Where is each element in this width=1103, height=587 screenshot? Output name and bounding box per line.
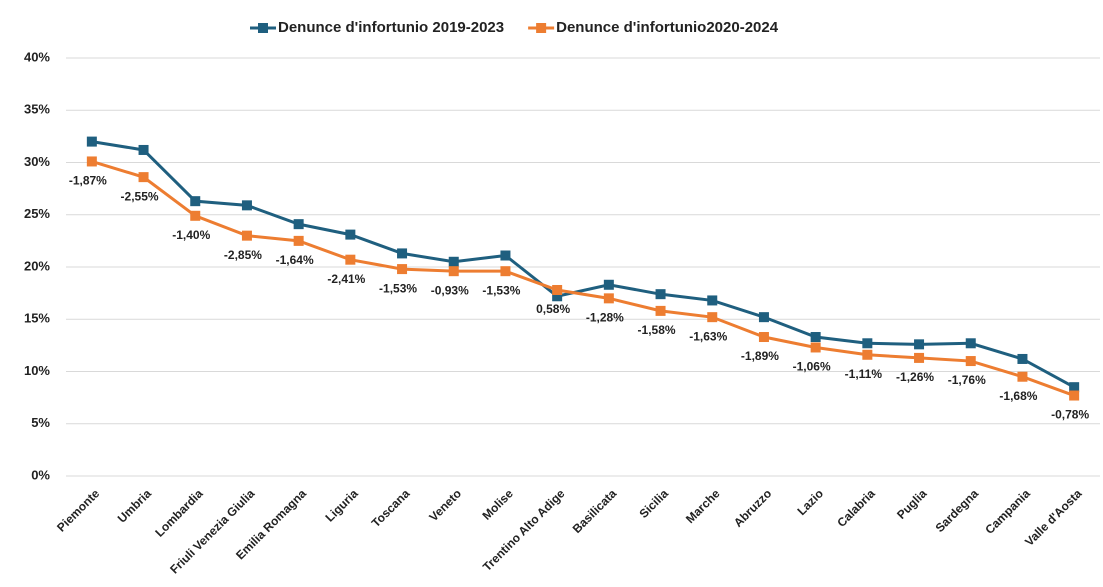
point-marker bbox=[345, 229, 356, 240]
point-marker bbox=[293, 219, 304, 230]
x-tick-label: Abruzzo bbox=[731, 486, 774, 529]
y-tick-label: 20% bbox=[24, 258, 50, 273]
point-marker bbox=[138, 144, 149, 155]
annotation: -1,89% bbox=[741, 349, 779, 363]
x-tick-label: Piemonte bbox=[54, 486, 102, 534]
x-tick-label: Calabria bbox=[834, 486, 878, 530]
x-tick-label: Sardegna bbox=[933, 486, 982, 535]
point-marker bbox=[707, 295, 718, 306]
annotation: -1,26% bbox=[896, 370, 934, 384]
point-marker bbox=[1017, 371, 1028, 382]
point-marker bbox=[500, 266, 511, 277]
point-marker bbox=[862, 338, 873, 349]
annotation: -0,78% bbox=[1051, 408, 1089, 422]
point-marker bbox=[448, 256, 459, 267]
y-tick-label: 40% bbox=[24, 49, 50, 64]
point-marker bbox=[603, 293, 614, 304]
point-marker bbox=[190, 196, 201, 207]
point-marker bbox=[86, 136, 97, 147]
legend-label: Denunce d'infortunio2020-2024 bbox=[556, 19, 779, 36]
point-marker bbox=[397, 248, 408, 259]
x-tick-label: Toscana bbox=[369, 486, 413, 530]
annotation: -1,53% bbox=[379, 281, 417, 295]
point-marker bbox=[241, 230, 252, 241]
y-tick-label: 35% bbox=[24, 102, 50, 117]
point-marker bbox=[500, 250, 511, 261]
point-marker bbox=[86, 156, 97, 167]
annotation: -0,93% bbox=[431, 283, 469, 297]
annotation: -1,63% bbox=[689, 329, 727, 343]
point-marker bbox=[758, 312, 769, 323]
point-marker bbox=[758, 332, 769, 343]
point-marker bbox=[552, 291, 563, 302]
annotation: -1,53% bbox=[482, 283, 520, 297]
point-marker bbox=[138, 172, 149, 183]
x-tick-label: Marche bbox=[683, 486, 723, 526]
point-marker bbox=[1017, 353, 1028, 364]
x-tick-label: Molise bbox=[480, 486, 517, 523]
y-tick-label: 25% bbox=[24, 206, 50, 221]
point-marker bbox=[655, 305, 666, 316]
annotation: -1,40% bbox=[172, 228, 210, 242]
series-line bbox=[91, 140, 1075, 389]
x-tick-label: Campania bbox=[982, 486, 1033, 537]
annotation: -1,06% bbox=[793, 360, 831, 374]
annotation: 0,58% bbox=[536, 302, 570, 316]
legend-label: Denunce d'infortunio 2019-2023 bbox=[278, 19, 504, 36]
annotation: -1,11% bbox=[845, 367, 883, 381]
point-marker bbox=[965, 338, 976, 349]
point-marker bbox=[293, 235, 304, 246]
annotation: -1,64% bbox=[276, 253, 314, 267]
point-marker bbox=[397, 264, 408, 275]
y-tick-label: 5% bbox=[31, 415, 50, 430]
annotation: -2,55% bbox=[121, 189, 159, 203]
point-marker bbox=[448, 266, 459, 277]
point-marker bbox=[655, 289, 666, 300]
point-marker bbox=[914, 339, 925, 350]
y-tick-label: 10% bbox=[24, 363, 50, 378]
point-marker bbox=[1069, 382, 1080, 393]
legend-marker bbox=[258, 23, 268, 33]
x-tick-label: Basilicata bbox=[570, 486, 620, 536]
x-tick-label: Lombardia bbox=[152, 486, 206, 540]
y-tick-label: 0% bbox=[31, 467, 50, 482]
point-marker bbox=[862, 349, 873, 360]
annotation: -1,58% bbox=[638, 323, 676, 337]
x-tick-label: Sicilia bbox=[636, 486, 671, 521]
annotation: -1,87% bbox=[69, 174, 107, 188]
x-tick-label: Friuli Venezia Giulia bbox=[167, 486, 257, 576]
annotation: -1,28% bbox=[586, 311, 624, 325]
x-tick-label: Puglia bbox=[894, 486, 930, 522]
annotation: -2,85% bbox=[224, 248, 262, 262]
point-marker bbox=[603, 279, 614, 290]
point-marker bbox=[241, 200, 252, 211]
point-marker bbox=[965, 356, 976, 367]
point-marker bbox=[707, 312, 718, 323]
x-tick-label: Liguria bbox=[323, 486, 361, 524]
annotation: -2,41% bbox=[327, 272, 365, 286]
series-line bbox=[91, 160, 1075, 397]
x-tick-label: Umbria bbox=[115, 486, 154, 525]
point-marker bbox=[190, 210, 201, 221]
point-marker bbox=[345, 254, 356, 265]
annotation: -1,76% bbox=[948, 373, 986, 387]
legend-marker bbox=[536, 23, 547, 33]
point-marker bbox=[1069, 390, 1080, 401]
x-tick-label: Lazio bbox=[794, 486, 826, 518]
annotation: -1,68% bbox=[999, 389, 1037, 403]
y-tick-label: 30% bbox=[24, 154, 50, 169]
point-marker bbox=[810, 342, 821, 353]
x-tick-label: Veneto bbox=[426, 486, 464, 524]
point-marker bbox=[914, 352, 925, 363]
point-marker bbox=[552, 284, 563, 295]
y-tick-label: 15% bbox=[24, 311, 50, 326]
point-marker bbox=[810, 332, 821, 343]
